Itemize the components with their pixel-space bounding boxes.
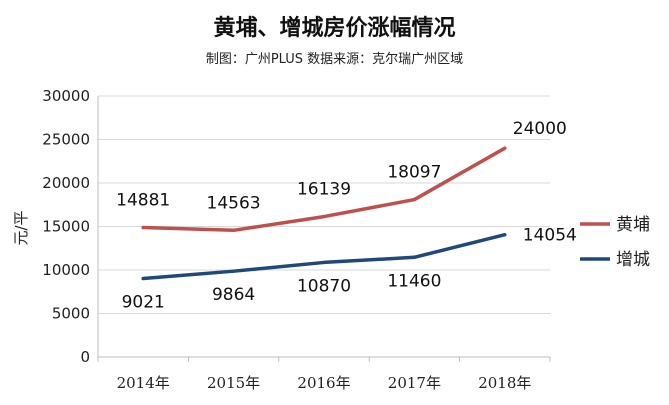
x-tick-label: 2017年 [388,374,441,392]
chart-title: 黄埔、增城房价涨幅情况 [213,16,456,41]
data-point [412,255,416,259]
data-point [232,269,236,273]
data-point [141,226,145,230]
legend-label: 黄埔 [616,215,650,235]
data-label: 14881 [116,191,170,211]
series-line-1 [141,232,507,281]
data-point [503,146,507,150]
data-point [232,228,236,232]
y-tick-labels: 0 5000 10000 15000 20000 25000 30000 [42,87,90,366]
y-tick-label: 0 [80,348,90,366]
data-point [503,233,507,237]
x-tick-label: 2014年 [117,374,170,392]
data-label: 9864 [212,285,255,305]
series-lines [141,146,507,281]
x-tick-labels: 2014年 2015年 2016年 2017年 2018年 [117,374,532,392]
y-tick-label: 5000 [52,305,90,323]
y-tick-label: 15000 [42,218,90,236]
x-tick-label: 2016年 [297,374,350,392]
y-tick-label: 30000 [42,87,90,105]
data-label: 11460 [387,271,441,291]
data-label: 16139 [297,180,351,200]
y-tick-label: 20000 [42,174,90,192]
y-axis-label: 元/平 [12,210,30,245]
grid-lines [98,95,550,314]
x-tick-label: 2018年 [478,374,531,392]
axes [97,96,551,362]
data-label: 10870 [297,276,351,296]
y-tick-label: 25000 [42,131,90,149]
x-tick-label: 2015年 [207,374,260,392]
data-label: 14563 [207,193,261,213]
data-labels: 14881 14563 16139 18097 24000 9021 9864 10870 11… [116,119,577,312]
data-label: 14054 [523,226,577,246]
data-label: 24000 [513,119,567,139]
data-point [412,198,416,202]
data-point [141,277,145,281]
chart-subtitle: 制图：广州PLUS 数据来源：克尔瑞广州区域 [205,52,464,67]
data-label: 18097 [387,163,441,183]
y-tick-label: 10000 [42,261,90,279]
legend-label: 增城 [616,250,650,270]
data-point [322,260,326,264]
data-point [322,215,326,219]
data-label: 9021 [122,293,165,313]
